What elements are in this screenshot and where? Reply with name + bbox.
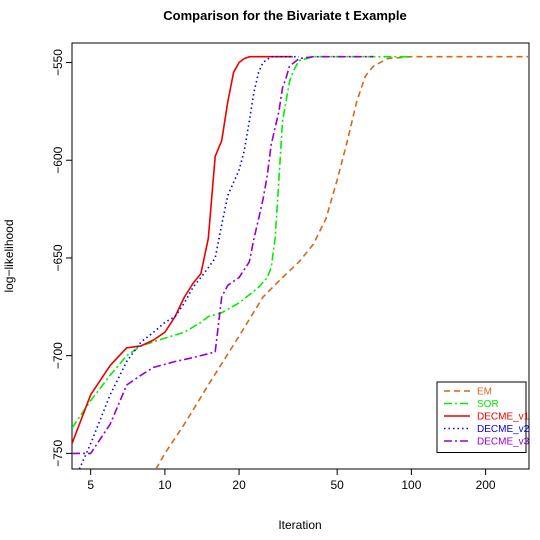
y-axis-label: log−likelihood xyxy=(2,219,16,292)
x-tick-label: 100 xyxy=(401,478,421,492)
y-tick-label: −700 xyxy=(51,342,65,369)
x-axis-label: Iteration xyxy=(278,518,321,532)
x-tick-label: 5 xyxy=(87,478,94,492)
x-tick-label: 20 xyxy=(232,478,246,492)
series-group xyxy=(72,55,529,469)
y-tick-label: −650 xyxy=(51,244,65,271)
series-line-decme-v1 xyxy=(72,55,293,444)
series-line-em xyxy=(155,55,529,469)
legend-label: DECME_v1 xyxy=(477,412,530,423)
x-axis: 5 10 20 50 100 200 xyxy=(87,469,496,492)
legend-label: SOR xyxy=(477,399,499,410)
y-tick-label: −600 xyxy=(51,146,65,173)
x-tick-label: 200 xyxy=(476,478,496,492)
y-tick-label: −550 xyxy=(51,49,65,76)
x-tick-label: 10 xyxy=(158,478,172,492)
legend-label: DECME_v2 xyxy=(477,424,530,435)
legend-label: DECME_v3 xyxy=(477,437,530,448)
series-line-decme-v2 xyxy=(78,55,299,469)
y-tick-label: −750 xyxy=(51,440,65,467)
legend-label: EM xyxy=(477,387,492,398)
chart-title: Comparison for the Bivariate t Example xyxy=(163,8,406,23)
series-line-decme-v3 xyxy=(72,55,374,455)
series-line-sor xyxy=(72,55,412,429)
plot-frame xyxy=(71,42,530,470)
y-axis: −550 −600 −650 −700 −750 xyxy=(51,49,72,467)
x-tick-label: 50 xyxy=(330,478,344,492)
